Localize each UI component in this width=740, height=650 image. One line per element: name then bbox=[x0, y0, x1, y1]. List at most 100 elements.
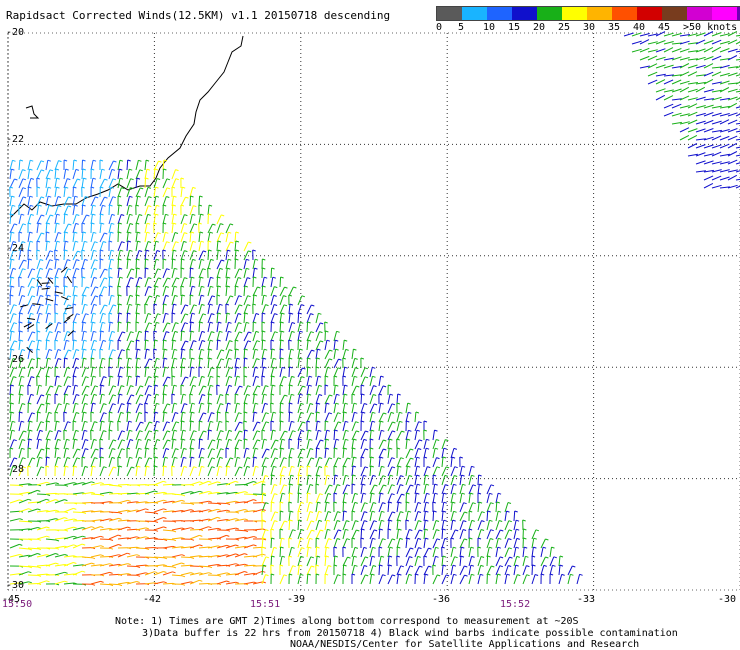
wind-barb-flag bbox=[500, 529, 504, 532]
wind-barb-flag bbox=[273, 546, 277, 549]
wind-barb bbox=[459, 484, 464, 495]
wind-barb-flag bbox=[184, 214, 188, 217]
wind-barb bbox=[189, 358, 193, 369]
wind-barb-flag bbox=[190, 572, 194, 575]
coastline-path bbox=[9, 35, 244, 219]
wind-barb-flag bbox=[210, 375, 214, 378]
wind-barb bbox=[72, 295, 75, 306]
wind-barb-flag bbox=[13, 304, 17, 307]
wind-barb-flag bbox=[228, 330, 232, 333]
wind-barb bbox=[207, 313, 212, 324]
wind-barb bbox=[441, 456, 444, 468]
wind-barb-flag bbox=[182, 429, 187, 432]
wind-barb bbox=[504, 547, 510, 558]
wind-barb bbox=[126, 312, 128, 324]
wind-barb-flag bbox=[41, 403, 45, 406]
wind-barb bbox=[727, 72, 738, 77]
wind-barb bbox=[703, 40, 714, 45]
wind-barb bbox=[297, 385, 303, 396]
wind-barb bbox=[180, 581, 191, 585]
wind-barb-flag bbox=[211, 448, 215, 451]
wind-barb-flag bbox=[46, 526, 50, 529]
wind-barb-flag bbox=[163, 159, 168, 162]
wind-barb bbox=[27, 331, 33, 342]
wind-barb bbox=[81, 159, 83, 171]
wind-barb-flag bbox=[318, 510, 322, 513]
wind-barb-flag bbox=[354, 501, 358, 504]
wind-barb-flag bbox=[419, 529, 423, 532]
wind-barb bbox=[189, 534, 200, 540]
wind-barb-flag bbox=[220, 394, 224, 396]
wind-barb bbox=[162, 376, 168, 387]
wind-barb bbox=[306, 520, 312, 531]
wind-barb bbox=[81, 502, 93, 504]
wind-barb bbox=[735, 154, 740, 157]
wind-barb bbox=[54, 223, 57, 234]
wind-barb bbox=[261, 475, 266, 486]
wind-barb bbox=[297, 358, 300, 369]
wind-barb-flag bbox=[364, 556, 369, 559]
wind-barb bbox=[252, 553, 263, 558]
wind-barb bbox=[695, 64, 706, 69]
wind-barb bbox=[216, 358, 222, 369]
wind-barb bbox=[306, 376, 310, 387]
wind-barb-flag bbox=[181, 575, 186, 578]
wind-barb-flag bbox=[360, 537, 365, 540]
wind-barb-flag bbox=[39, 456, 43, 459]
wind-barb bbox=[180, 564, 192, 567]
wind-barb bbox=[695, 48, 706, 53]
wind-barb bbox=[333, 340, 336, 351]
wind-barb-flag bbox=[118, 303, 122, 306]
wind-barb-flag bbox=[49, 169, 54, 172]
wind-barb-flag bbox=[319, 457, 323, 459]
wind-barb-flag bbox=[327, 528, 331, 531]
wind-barb-flag bbox=[400, 484, 404, 487]
wind-barb bbox=[108, 340, 111, 351]
wind-barb-flag bbox=[280, 501, 284, 504]
wind-barb bbox=[108, 331, 113, 342]
wind-barb bbox=[117, 214, 122, 225]
wind-barb-flag bbox=[235, 511, 240, 514]
wind-barb bbox=[126, 430, 130, 441]
wind-barb bbox=[63, 259, 68, 270]
wind-barb-flag bbox=[329, 358, 333, 361]
lat-label-5: -28 bbox=[6, 464, 25, 475]
wind-barb-flag bbox=[425, 483, 430, 486]
wind-barb bbox=[703, 56, 714, 61]
wind-barb-flag bbox=[508, 565, 512, 567]
wind-barb bbox=[315, 313, 319, 324]
wind-barb-flag bbox=[102, 204, 106, 207]
wind-barb bbox=[171, 304, 174, 315]
wind-barb-flag bbox=[56, 213, 60, 216]
wind-barb bbox=[99, 330, 102, 342]
wind-barb-flag bbox=[461, 474, 465, 477]
wind-barb bbox=[180, 366, 183, 378]
wind-barb-flag bbox=[55, 285, 60, 288]
wind-barb bbox=[450, 565, 454, 576]
wind-barb bbox=[522, 565, 527, 576]
wind-barb bbox=[135, 339, 137, 351]
wind-barb-flag bbox=[579, 573, 583, 576]
wind-barb bbox=[81, 403, 86, 414]
wind-barb-flag bbox=[137, 348, 141, 351]
wind-barb bbox=[655, 48, 666, 53]
wind-barb-flag bbox=[289, 357, 293, 360]
wind-barb-flag bbox=[469, 510, 473, 513]
wind-barb-flag bbox=[255, 313, 260, 315]
lat-label-6: -30 bbox=[6, 580, 25, 591]
wind-barb-flag bbox=[345, 420, 349, 423]
wind-barb bbox=[333, 574, 339, 585]
legend-swatch bbox=[712, 7, 737, 20]
wind-barb-flag bbox=[47, 402, 51, 405]
wind-barb bbox=[297, 430, 302, 441]
wind-barb-flag bbox=[228, 376, 233, 378]
wind-barb-flag bbox=[353, 456, 357, 459]
wind-barb-flag bbox=[27, 222, 32, 225]
wind-barb bbox=[117, 403, 122, 414]
wind-barb bbox=[468, 556, 473, 567]
wind-barb-flag bbox=[19, 159, 24, 162]
wind-barb-flag bbox=[82, 512, 87, 514]
wind-barb-flag bbox=[391, 493, 395, 496]
wind-barb-flag bbox=[337, 421, 342, 424]
wind-barb bbox=[108, 160, 114, 171]
